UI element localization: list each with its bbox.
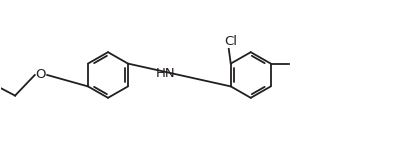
Text: Cl: Cl	[225, 35, 238, 48]
Text: HN: HN	[156, 67, 175, 80]
Text: O: O	[35, 69, 45, 81]
